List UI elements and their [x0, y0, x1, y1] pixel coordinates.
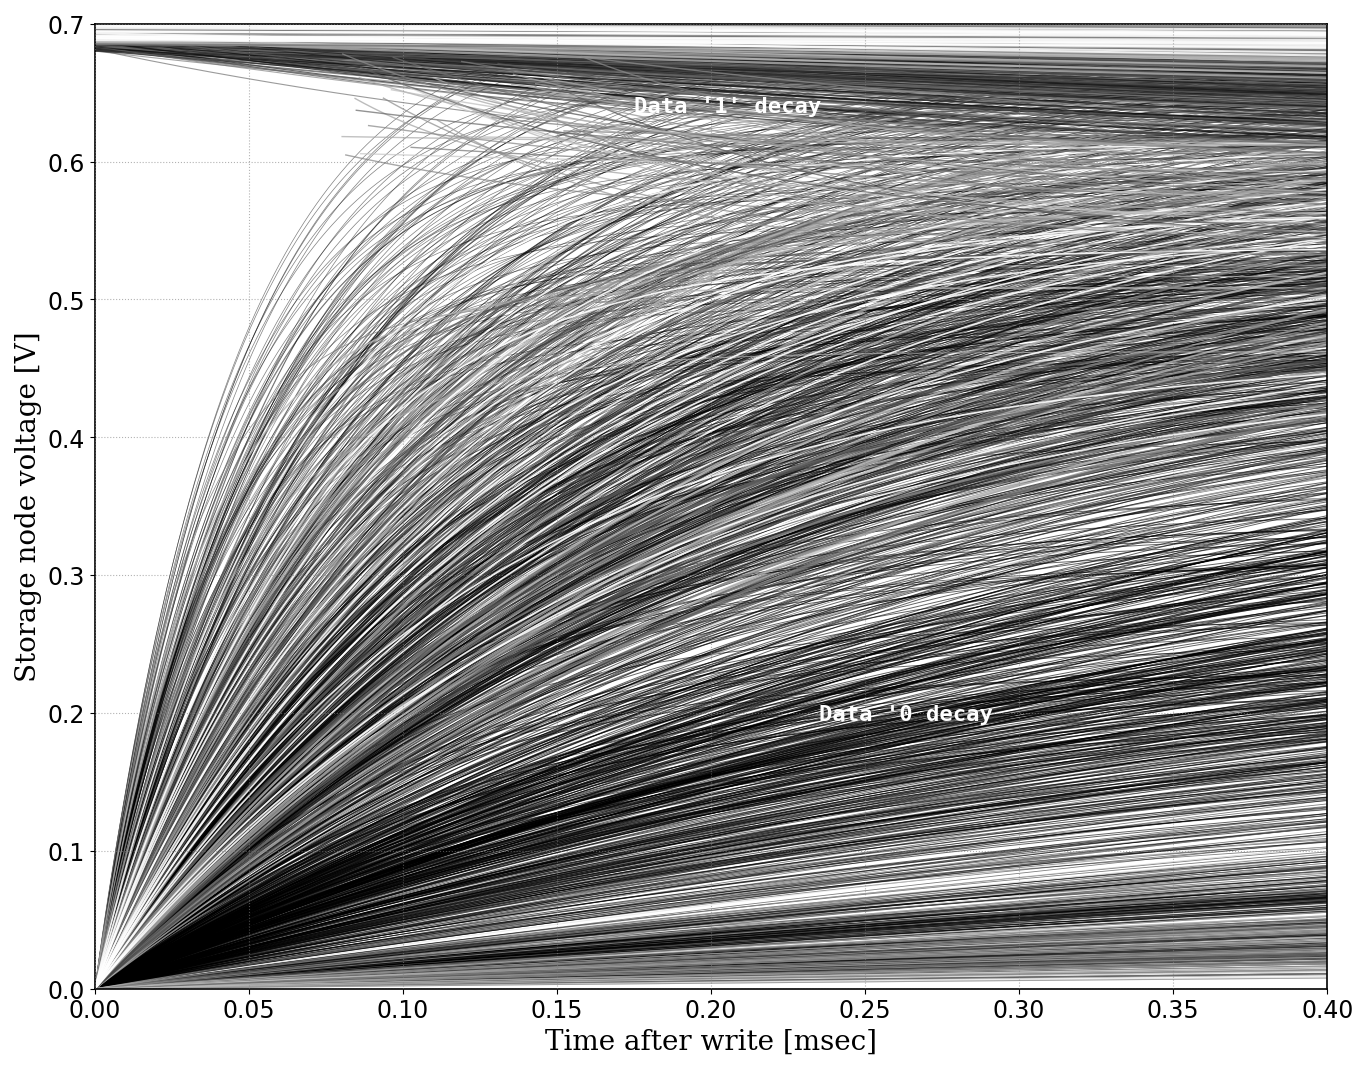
Text: Data '1' decay: Data '1' decay: [633, 96, 821, 117]
X-axis label: Time after write [msec]: Time after write [msec]: [544, 1028, 877, 1055]
Y-axis label: Storage node voltage [V]: Storage node voltage [V]: [15, 332, 42, 682]
Text: Data '0 decay: Data '0 decay: [818, 704, 992, 724]
